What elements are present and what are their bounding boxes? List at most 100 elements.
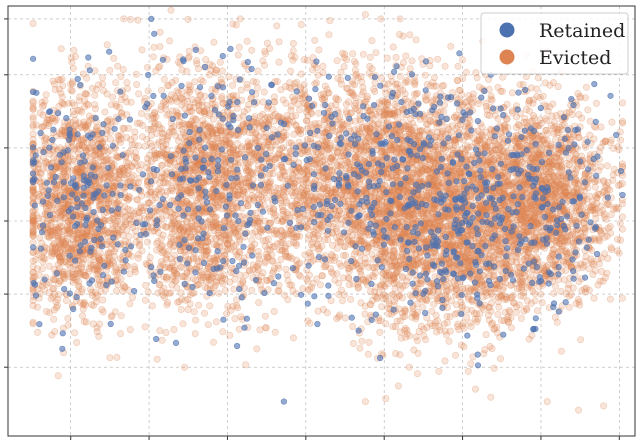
- point-evicted: [221, 171, 229, 179]
- point-evicted: [156, 28, 164, 36]
- point-evicted: [390, 275, 398, 283]
- point-evicted: [245, 178, 253, 186]
- point-evicted: [138, 46, 146, 54]
- point-evicted: [191, 330, 199, 338]
- point-evicted: [560, 185, 568, 193]
- point-evicted: [195, 301, 203, 309]
- point-evicted: [600, 402, 608, 410]
- point-evicted: [54, 372, 62, 380]
- point-evicted: [91, 91, 99, 99]
- point-evicted: [483, 228, 491, 236]
- point-evicted: [421, 71, 429, 79]
- point-evicted: [351, 117, 359, 125]
- point-evicted: [405, 363, 413, 371]
- point-evicted: [481, 346, 489, 354]
- point-evicted: [163, 273, 171, 281]
- point-evicted: [162, 328, 170, 336]
- point-evicted: [337, 220, 345, 228]
- point-evicted: [218, 178, 226, 186]
- point-evicted: [447, 42, 455, 50]
- point-evicted: [179, 320, 187, 328]
- point-evicted: [229, 81, 237, 89]
- point-evicted: [297, 70, 305, 78]
- point-evicted: [445, 280, 453, 288]
- point-evicted: [555, 239, 563, 247]
- point-evicted: [565, 303, 573, 311]
- point-evicted: [462, 68, 470, 76]
- point-evicted: [124, 166, 132, 174]
- point-evicted: [186, 121, 194, 129]
- point-evicted: [349, 322, 357, 330]
- point-evicted: [235, 325, 243, 333]
- point-evicted: [410, 90, 418, 98]
- point-evicted: [418, 127, 426, 135]
- point-evicted: [454, 162, 462, 170]
- point-evicted: [463, 313, 471, 321]
- point-evicted: [412, 36, 420, 44]
- point-evicted: [214, 134, 222, 142]
- point-evicted: [366, 53, 374, 61]
- point-evicted: [50, 306, 58, 314]
- point-evicted: [205, 276, 213, 284]
- point-evicted: [88, 222, 96, 230]
- point-evicted: [410, 346, 418, 354]
- point-evicted: [337, 68, 345, 76]
- point-evicted: [336, 311, 344, 319]
- point-evicted: [192, 116, 200, 124]
- point-evicted: [144, 125, 152, 133]
- point-evicted: [132, 70, 140, 78]
- point-evicted: [554, 163, 562, 171]
- point-evicted: [490, 156, 498, 164]
- point-evicted: [530, 215, 538, 223]
- point-evicted: [409, 309, 417, 317]
- point-evicted: [337, 239, 345, 247]
- point-evicted: [36, 234, 44, 242]
- point-evicted: [445, 337, 453, 345]
- point-evicted: [381, 201, 389, 209]
- point-evicted: [500, 316, 508, 324]
- point-evicted: [434, 217, 442, 225]
- point-evicted: [395, 30, 403, 38]
- point-evicted: [354, 106, 362, 114]
- point-evicted: [532, 155, 540, 163]
- point-evicted: [79, 312, 87, 320]
- point-evicted: [524, 214, 532, 222]
- point-evicted: [254, 67, 262, 75]
- point-evicted: [121, 237, 129, 245]
- point-evicted: [278, 239, 286, 247]
- point-evicted: [55, 85, 63, 93]
- point-evicted: [47, 199, 55, 207]
- axis-ticks: [4, 18, 620, 440]
- point-evicted: [597, 163, 605, 171]
- point-evicted: [152, 188, 160, 196]
- point-evicted: [503, 177, 511, 185]
- point-evicted: [304, 277, 312, 285]
- point-evicted: [33, 328, 41, 336]
- point-evicted: [126, 15, 134, 23]
- point-evicted: [361, 11, 369, 19]
- point-evicted: [54, 250, 62, 258]
- point-evicted: [218, 171, 226, 179]
- point-evicted: [523, 180, 531, 188]
- point-evicted: [178, 66, 186, 74]
- point-evicted: [213, 66, 221, 74]
- point-evicted: [75, 282, 83, 290]
- point-evicted: [29, 231, 37, 239]
- point-evicted: [541, 79, 549, 87]
- point-evicted: [590, 206, 598, 214]
- point-evicted: [71, 329, 79, 337]
- point-evicted: [618, 99, 626, 107]
- point-evicted: [451, 187, 459, 195]
- point-evicted: [590, 294, 598, 302]
- point-evicted: [263, 184, 271, 192]
- point-evicted: [403, 212, 411, 220]
- point-evicted: [357, 267, 365, 275]
- point-evicted: [512, 158, 520, 166]
- point-evicted: [290, 97, 298, 105]
- point-evicted: [186, 234, 194, 242]
- point-evicted: [271, 328, 279, 336]
- point-evicted: [158, 129, 166, 137]
- point-evicted: [292, 112, 300, 120]
- point-evicted: [616, 219, 624, 227]
- point-evicted: [358, 226, 366, 234]
